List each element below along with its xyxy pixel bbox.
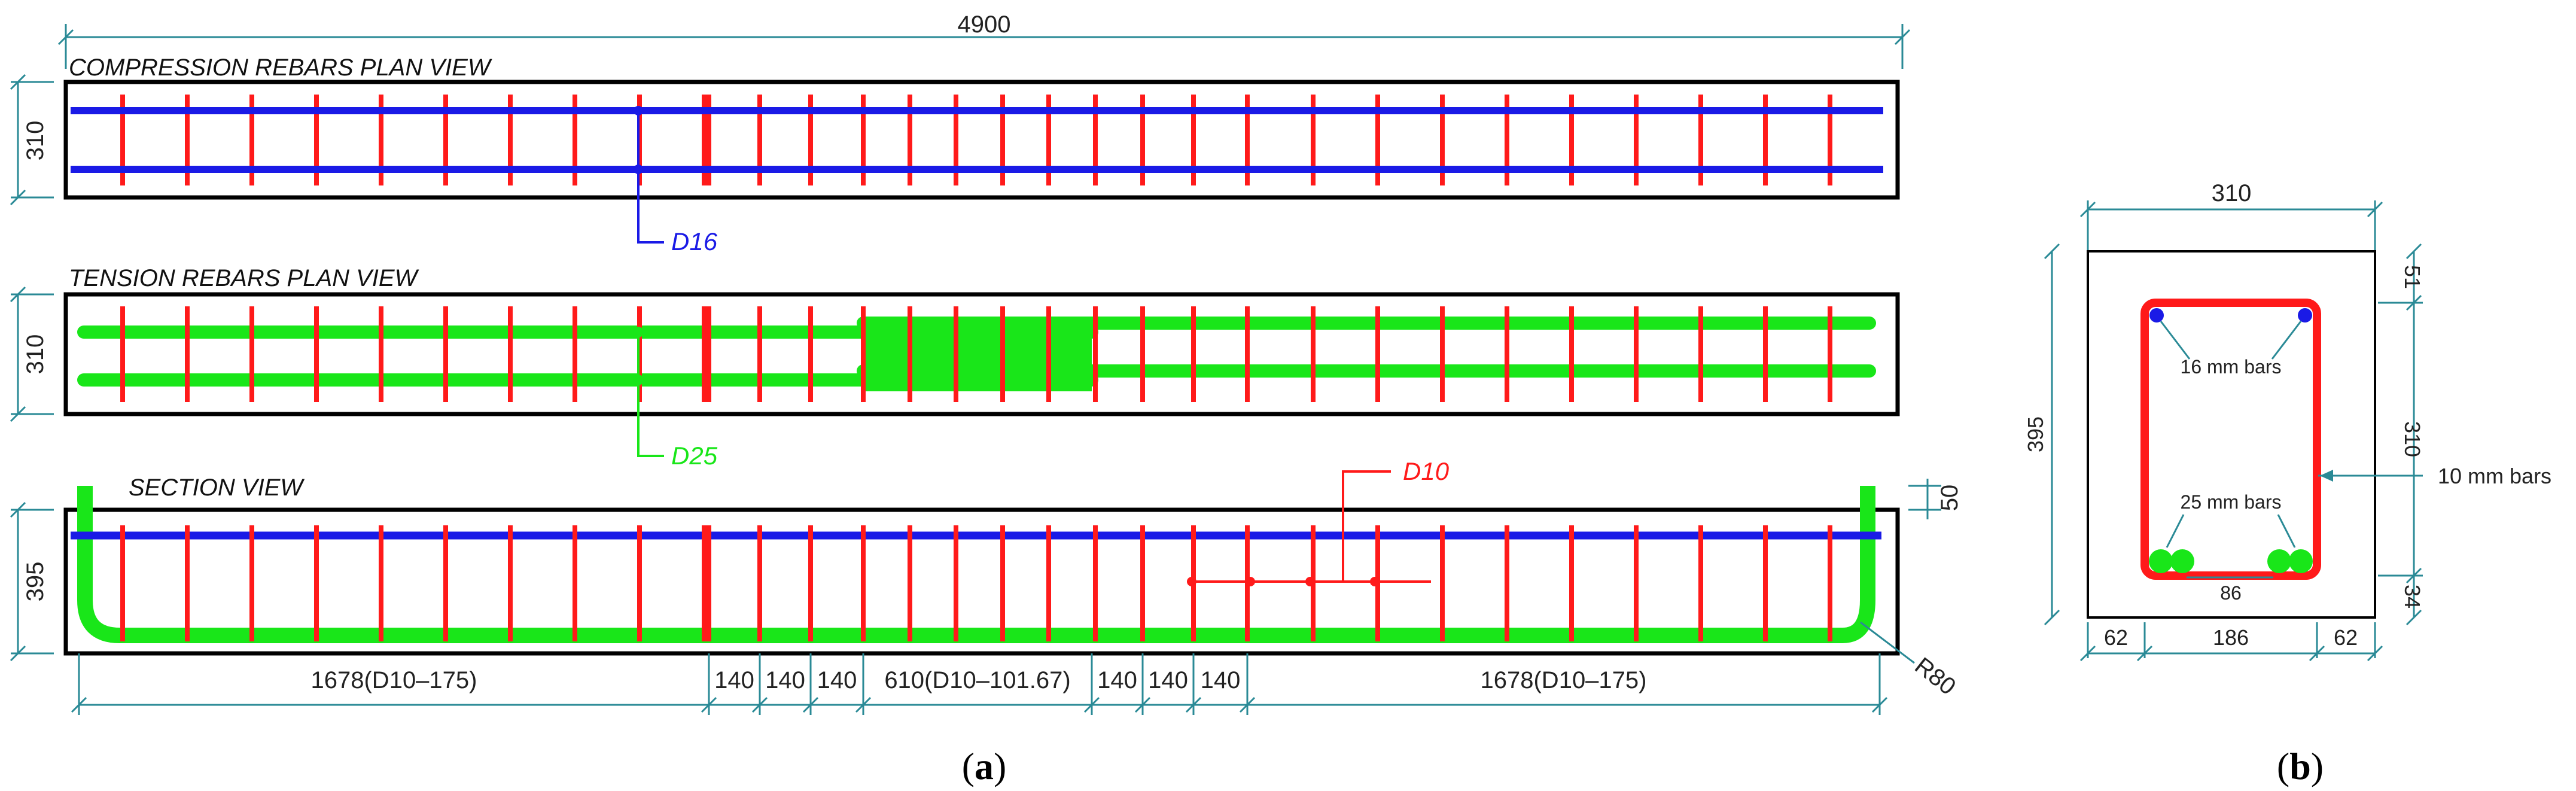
top-bar-left [2149,308,2164,323]
top-cover-label: 51 [2400,265,2425,289]
spacing-label: 610(D10–101.67) [884,667,1070,693]
panel-a: 4900 COMPRESSION REBARS PLAN VIEW 310 D1… [10,11,1963,787]
spacing-tick [1134,696,1151,713]
spacing-tick [855,696,872,713]
section-outline [63,507,1900,656]
compression-outline [63,80,1900,200]
cross-section-outline [2087,250,2376,619]
spacing-label: 140 [1201,667,1241,693]
spacing-tick [71,696,87,713]
compression-plan-view: COMPRESSION REBARS PLAN VIEW 310 D16 [10,54,1900,255]
tension-outline [63,292,1900,416]
bottom-bars-label: 25 mm bars [2181,491,2282,513]
core-height-label: 310 [2400,421,2425,457]
core-width-label: 186 [2213,625,2249,650]
cross-section-stirrup [2140,299,2321,580]
spacing-tick [802,696,819,713]
spacing-tick [1239,696,1256,713]
cover-top-label: 50 [1936,485,1963,512]
bend-radius-label: R80 [1910,652,1960,700]
tension-stirrups [120,306,1832,402]
total-length-dimension: 4900 [57,11,1911,69]
section-tension-bar [77,486,1875,643]
bottom-bar-3 [2267,549,2291,573]
bottom-bar-2 [2170,549,2194,573]
compression-width-label: 310 [22,121,48,161]
spacing-tick [1083,696,1100,713]
section-view-title: SECTION VIEW [129,474,305,501]
section-view: SECTION VIEW D10 395 [10,457,1963,715]
bar-spacing-label: 86 [2220,582,2242,604]
tension-width-label: 310 [22,334,48,375]
spacing-label: 140 [1148,667,1188,693]
stirrup-label: D10 [1403,457,1450,485]
panel-b: 310 16 mm bars 25 mm bars 86 10 mm bars [2023,180,2551,787]
total-length-label: 4900 [958,11,1011,38]
spacing-label: 140 [817,667,857,693]
spacing-label: 140 [1097,667,1137,693]
spacing-label: 140 [714,667,754,693]
bottom-cover-label: 34 [2400,585,2425,609]
spacing-dimension-chain: 1678(D10–175) 140 140 140 610(D10–101.67) 140… [71,653,1888,715]
bottom-bar-1 [2149,549,2173,573]
spacing-label: 1678(D10–175) [1481,667,1647,693]
compression-bar-label: D16 [671,227,718,255]
side-right-label: 62 [2334,625,2358,650]
spacing-label: 140 [765,667,805,693]
side-left-label: 62 [2104,625,2128,650]
spacing-tick [1871,696,1888,713]
caption-b: (b) [2277,745,2324,787]
section-height-b-label: 395 [2023,416,2048,452]
section-height-label: 395 [22,562,48,602]
tension-plan-view: TENSION REBARS PLAN VIEW 310 D25 [10,265,1900,470]
compression-view-title: COMPRESSION REBARS PLAN VIEW [69,54,492,81]
section-width-label: 310 [2212,180,2252,206]
spacing-tick [1185,696,1202,713]
tension-bar-label: D25 [671,442,718,470]
spacing-tick [701,696,717,713]
bottom-bar-4 [2289,549,2313,573]
spacing-label: 1678(D10–175) [311,667,477,693]
stirrup-bar-label: 10 mm bars [2438,464,2551,488]
caption-a: (a) [962,745,1007,787]
top-bar-right [2298,308,2312,323]
top-bars-label: 16 mm bars [2181,356,2282,378]
spacing-tick [751,696,768,713]
section-stirrups [120,525,1832,641]
tension-view-title: TENSION REBARS PLAN VIEW [69,265,419,291]
